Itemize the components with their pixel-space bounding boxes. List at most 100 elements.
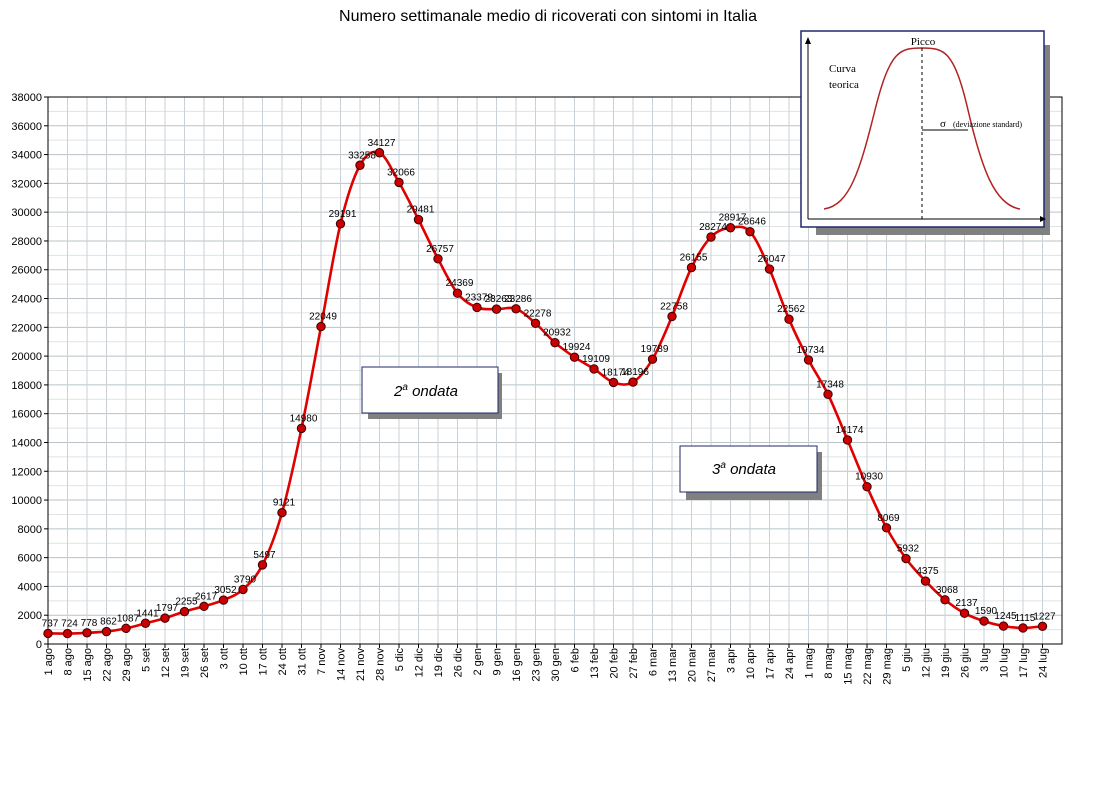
data-point (842, 435, 853, 445)
data-label: 1797 (156, 603, 179, 614)
x-tick-label: 6 mar (648, 648, 660, 676)
data-label: 19109 (582, 354, 610, 365)
data-label: 22278 (524, 308, 552, 319)
data-label: 3790 (234, 574, 257, 585)
data-label: 22758 (660, 301, 688, 312)
data-point (433, 254, 443, 264)
y-tick-label: 8000 (18, 524, 42, 536)
chart-title: Numero settimanale medio di ricoverati c… (339, 8, 757, 25)
y-tick-label: 34000 (11, 150, 42, 162)
x-tick-label: 16 gen (511, 648, 523, 682)
data-point (238, 584, 248, 595)
data-label: 26757 (426, 244, 454, 255)
data-point (784, 314, 794, 324)
x-axis-ticks: 1 ago 8 ago 15 ago 22 ago 29 ago 5 set 12 set 1… (43, 644, 1050, 685)
data-point (491, 304, 502, 314)
data-point (82, 628, 92, 638)
data-label: 8069 (877, 513, 900, 524)
data-point (101, 626, 112, 637)
x-tick-label: 15 mag (843, 648, 855, 685)
data-point (296, 423, 307, 434)
x-tick-label: 24 lug (1038, 648, 1050, 678)
x-tick-label: 17 ott (258, 648, 270, 676)
x-tick-label: 24 ott (277, 648, 289, 676)
y-tick-label: 38000 (11, 92, 42, 104)
x-tick-label: 3 lug (979, 648, 991, 672)
x-tick-label: 19 giu (940, 648, 952, 678)
data-label: 1590 (975, 606, 998, 617)
data-label: 737 (42, 618, 59, 629)
data-label: 18174 (602, 367, 630, 378)
data-label: 2255 (175, 597, 198, 608)
data-point (667, 311, 677, 322)
x-tick-label: 29 ago (121, 648, 133, 682)
x-tick-label: 19 set (180, 648, 192, 678)
data-label: 2137 (955, 598, 978, 609)
annotation-3a-sup: a (720, 460, 726, 471)
inset-peak-label: Picco (911, 36, 936, 48)
x-tick-label: 12 giu (921, 648, 933, 678)
data-label: 26047 (758, 254, 786, 265)
data-label: 32066 (387, 167, 415, 178)
y-tick-label: 18000 (11, 380, 42, 392)
y-tick-label: 10000 (11, 495, 42, 507)
data-label: 19789 (641, 344, 669, 355)
x-tick-label: 5 giu (901, 648, 913, 672)
data-label: 2617 (195, 591, 218, 602)
data-label: 23286 (504, 294, 532, 305)
annotation-2a-number: 2 (393, 383, 403, 400)
x-tick-label: 13 feb (589, 648, 601, 679)
data-point (121, 623, 131, 634)
x-tick-label: 12 set (160, 648, 172, 678)
x-tick-label: 5 dic (394, 648, 406, 672)
data-label: 1245 (994, 611, 1017, 622)
x-tick-label: 28 nov (375, 648, 387, 682)
x-tick-label: 1 ago (43, 648, 55, 676)
x-tick-label: 31 ott (297, 648, 309, 676)
annotation-3a-number: 3 (712, 461, 721, 478)
data-point (862, 481, 872, 492)
y-tick-label: 32000 (11, 178, 42, 190)
y-tick-label: 16000 (11, 409, 42, 421)
data-label: 29481 (407, 205, 435, 216)
x-tick-label: 1 mag (804, 648, 816, 679)
data-point (686, 262, 697, 273)
data-point (628, 377, 638, 387)
x-tick-label: 14 nov (336, 648, 348, 682)
data-label: 5497 (253, 550, 276, 561)
y-tick-label: 4000 (18, 581, 42, 593)
data-point (394, 177, 404, 188)
x-tick-label: 5 set (141, 648, 153, 672)
data-label: 29191 (329, 209, 357, 220)
data-label: 34127 (368, 138, 396, 149)
x-tick-label: 12 dic (414, 648, 426, 678)
data-label: 3068 (936, 585, 959, 596)
data-point (550, 337, 560, 348)
x-tick-label: 17 apr (765, 648, 777, 680)
y-tick-label: 36000 (11, 121, 42, 133)
y-tick-label: 30000 (11, 207, 42, 219)
data-label: 24369 (446, 278, 474, 289)
data-point (589, 364, 599, 374)
x-tick-label: 22 ago (102, 648, 114, 682)
data-label: 28646 (738, 217, 766, 228)
y-tick-label: 20000 (11, 351, 42, 363)
data-label: 28274 (699, 222, 727, 233)
data-label: 9121 (273, 498, 296, 509)
x-tick-label: 19 dic (433, 648, 445, 678)
x-tick-label: 26 giu (960, 648, 972, 678)
data-label: 724 (61, 619, 78, 630)
data-point (803, 355, 814, 365)
x-tick-label: 8 mag (823, 648, 835, 679)
data-label: 10930 (855, 472, 883, 483)
data-point (998, 621, 1009, 631)
data-label: 1115 (1015, 613, 1036, 624)
data-point (43, 628, 53, 639)
data-point (413, 214, 424, 225)
data-point (920, 576, 931, 586)
data-label: 28917 (719, 213, 747, 224)
data-label: 3052 (214, 585, 237, 596)
x-tick-label: 17 lug (1018, 648, 1030, 678)
data-label: 14174 (836, 425, 864, 436)
x-tick-label: 20 feb (609, 648, 621, 679)
